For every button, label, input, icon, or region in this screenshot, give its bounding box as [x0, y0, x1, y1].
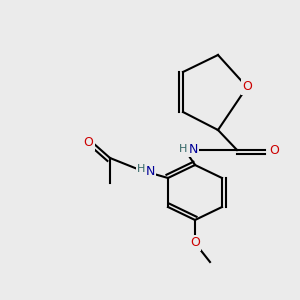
Text: O: O — [242, 80, 252, 94]
Text: O: O — [269, 143, 279, 157]
Text: N: N — [189, 143, 198, 156]
Text: H: H — [179, 143, 188, 154]
Text: O: O — [84, 136, 93, 149]
Text: O: O — [190, 236, 200, 250]
Text: N: N — [146, 165, 155, 178]
Text: H: H — [137, 164, 146, 173]
